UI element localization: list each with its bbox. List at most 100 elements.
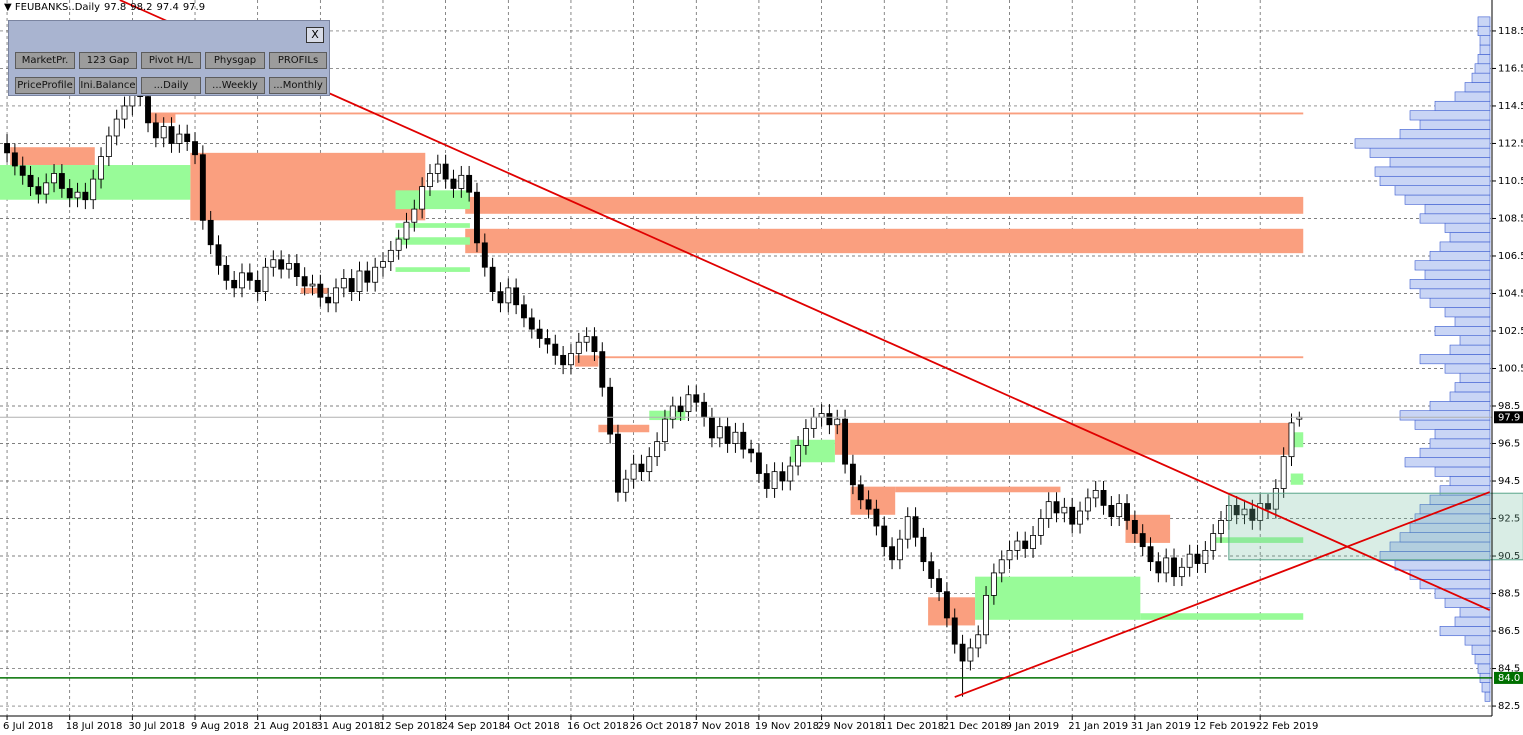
candle-body [333, 287, 339, 304]
candle-body [842, 418, 849, 465]
range-box [1228, 492, 1523, 561]
candle-body [497, 291, 504, 304]
candle-body [1218, 520, 1224, 534]
panel-button[interactable]: Ini.Balance [79, 77, 137, 94]
profile-bar [1429, 401, 1491, 411]
candle-body [317, 283, 324, 298]
candle-body [1092, 489, 1099, 499]
x-tick-label: 18 Jul 2018 [66, 721, 123, 732]
candle-body [622, 478, 629, 493]
x-tick-label: 26 Oct 2018 [630, 721, 692, 732]
panel-button[interactable]: Pivot H/L [141, 52, 201, 69]
panel-button[interactable]: ...Weekly [205, 77, 265, 94]
zone [465, 196, 1304, 214]
last-price-label: 97.9 [1498, 412, 1520, 423]
level-box [1494, 671, 1523, 684]
candle-body [301, 276, 308, 287]
x-tick-label: 30 Jul 2018 [128, 721, 185, 732]
candle-body [1006, 550, 1013, 561]
y-tick-label: 100.5 [1498, 364, 1523, 375]
candle-body [1257, 503, 1264, 521]
x-tick-label: 12 Sep 2018 [379, 721, 442, 732]
candle-body [1084, 497, 1091, 512]
profile-bar [1394, 185, 1491, 196]
candle-body [74, 191, 81, 199]
zone [598, 424, 650, 433]
candle-body [348, 278, 355, 293]
candle-body [693, 394, 700, 403]
symbol: FEUBANKS..Daily [14, 2, 101, 13]
profile-bar [1474, 654, 1491, 665]
candle-body [434, 163, 441, 174]
candle-body [325, 296, 332, 304]
candle-body [4, 143, 10, 154]
candle-body [912, 516, 919, 538]
candle-body [66, 188, 73, 199]
profile-bar [1477, 16, 1491, 27]
candle-body [943, 591, 950, 619]
panel-button[interactable]: PROFILs [269, 52, 327, 69]
indicator-panel: X MarketPr. 123 Gap Pivot H/L Physgap PROFIL… [8, 20, 330, 96]
candle-body [246, 272, 253, 281]
profile-bar [1429, 250, 1491, 261]
candle-body [207, 219, 214, 246]
zone [10, 147, 95, 166]
candle-body [1030, 535, 1036, 549]
panel-button[interactable]: ...Daily [141, 77, 201, 94]
zone [1290, 473, 1304, 485]
close-button[interactable]: X [306, 27, 324, 43]
profile-bar [1477, 663, 1491, 674]
candle-body [896, 538, 903, 561]
profile-bar [1459, 372, 1491, 383]
zone [300, 287, 329, 294]
last-price-box [1494, 411, 1523, 424]
profile-bar [1449, 344, 1491, 355]
candle-body [43, 182, 50, 195]
candle-body [481, 242, 488, 268]
profile-bar [1449, 232, 1491, 243]
panel-button[interactable]: PriceProfile [15, 77, 75, 94]
panel-button[interactable]: Physgap [205, 52, 265, 69]
x-tick-label: 11 Dec 2018 [880, 721, 944, 732]
candle-body [1022, 540, 1029, 549]
candle-body [560, 354, 567, 366]
candle-body [967, 647, 974, 662]
candle-body [513, 287, 520, 306]
panel-button[interactable]: ...Monthly [269, 77, 327, 94]
candle-body [1147, 546, 1154, 563]
candle-body [763, 473, 770, 489]
candle-body [403, 221, 410, 240]
zone [190, 152, 426, 221]
candle-body [928, 561, 935, 579]
candle-body [419, 186, 426, 210]
profile-bar [1399, 129, 1491, 140]
candle-body [1178, 566, 1185, 578]
candle-body [904, 516, 911, 540]
candle-body [35, 186, 42, 195]
profile-bar [1404, 457, 1491, 468]
profile-bar [1444, 222, 1491, 233]
candle-body [881, 525, 888, 548]
profile-bar [1471, 644, 1491, 655]
candle-body [1061, 506, 1068, 514]
candle-body [474, 191, 480, 244]
profile-bar [1434, 100, 1491, 111]
candle-body [818, 413, 825, 418]
x-tick-label: 31 Aug 2018 [316, 721, 380, 732]
trend-line [119, 0, 1491, 611]
profile-bar [1439, 241, 1491, 252]
y-tick-label: 118.5 [1498, 26, 1523, 37]
candle-body [1210, 533, 1217, 551]
zone [574, 356, 1304, 359]
x-tick-label: 16 Oct 2018 [567, 721, 629, 732]
candle-body [1288, 422, 1295, 458]
panel-button[interactable]: MarketPr. [15, 52, 75, 69]
candle-body [583, 336, 590, 343]
candle-body [105, 135, 112, 157]
candle-body [983, 595, 989, 636]
candle-body [51, 173, 57, 184]
profile-bar [1454, 382, 1491, 393]
panel-button[interactable]: 123 Gap [79, 52, 137, 69]
zone [395, 223, 470, 228]
x-tick-label: 9 Jan 2019 [1006, 721, 1060, 732]
